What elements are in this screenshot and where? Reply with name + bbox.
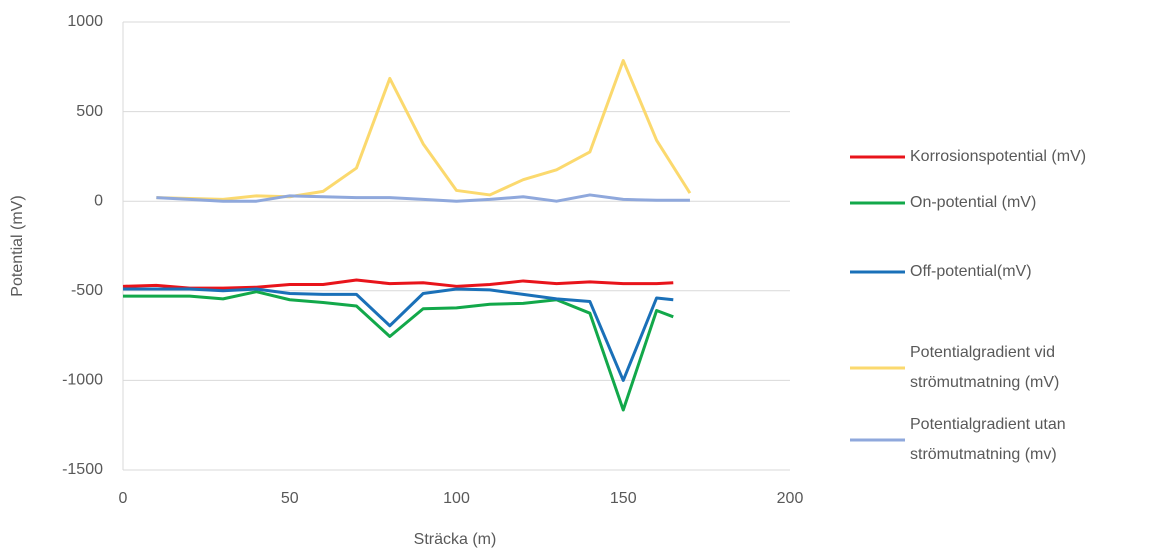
x-tick-label: 200 (777, 490, 804, 507)
x-axis-title: Sträcka (m) (414, 531, 497, 548)
series-line (156, 193, 690, 203)
series-line (156, 59, 692, 201)
x-tick-label: 0 (119, 490, 128, 507)
y-tick-label: 500 (76, 103, 103, 120)
y-tick-label: 1000 (67, 13, 103, 30)
y-axis-title: Potential (mV) (9, 195, 26, 296)
y-tick-label: 0 (94, 192, 103, 209)
series-line (123, 287, 674, 382)
legend-label: Korrosionspotential (mV) (910, 148, 1087, 165)
y-tick-label: -500 (71, 282, 103, 299)
y-tick-label: -1000 (62, 372, 103, 389)
x-tick-label: 150 (610, 490, 637, 507)
legend-label: Off-potential(mV) (910, 263, 1032, 280)
y-tick-label: -1500 (62, 461, 103, 478)
series-line (122, 278, 674, 290)
legend-label: Potentialgradient vid strömutmatning (mV… (910, 344, 1060, 391)
series-line (123, 290, 674, 412)
x-tick-label: 50 (281, 490, 299, 507)
x-tick-label: 100 (443, 490, 470, 507)
legend-label: Potentialgradient utan strömutmatning (m… (910, 416, 1066, 463)
legend-label: On-potential (mV) (910, 194, 1037, 211)
